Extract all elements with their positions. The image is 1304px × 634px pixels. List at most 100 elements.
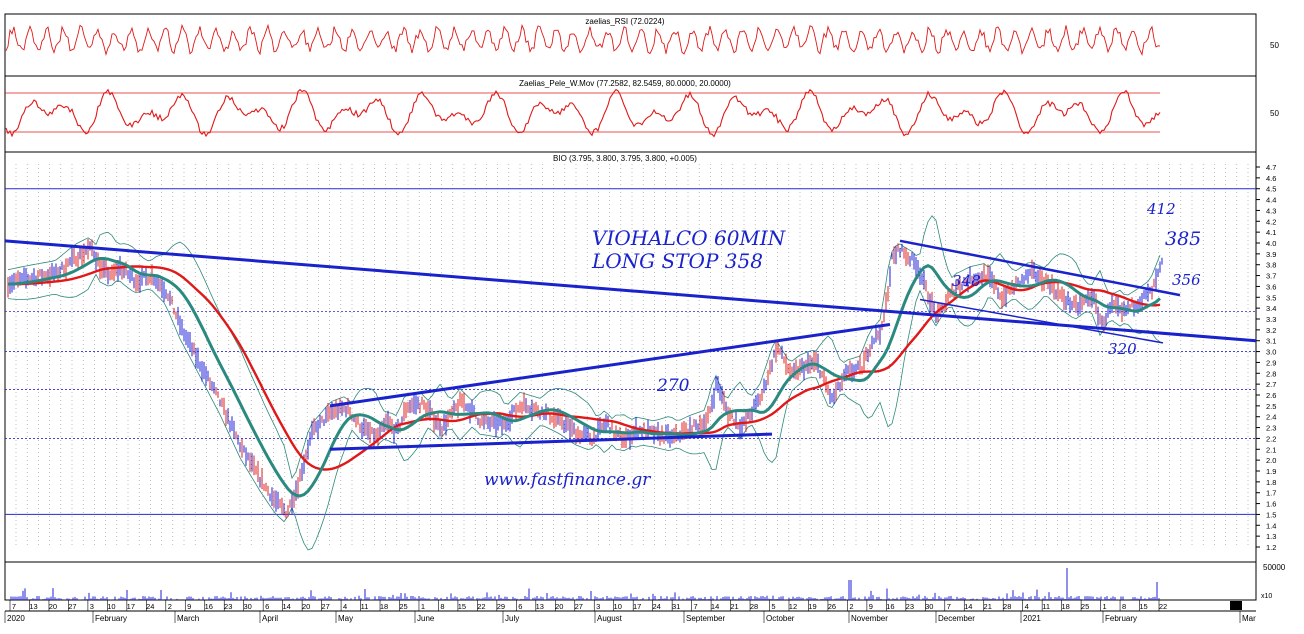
x-day-label: 20 (49, 602, 57, 611)
annotation-320: 320 (1108, 340, 1137, 358)
x-day-label: 13 (29, 602, 37, 611)
y-tick-label: 3.6 (1266, 282, 1276, 291)
x-day-label: 3 (596, 602, 600, 611)
x-day-label: 29 (497, 602, 505, 611)
x-day-label: 2 (849, 602, 853, 611)
y-tick-label: 3.8 (1266, 261, 1276, 270)
x-day-label: 14 (282, 602, 290, 611)
y-tick-label: 4.5 (1266, 185, 1276, 194)
oscillators (5, 23, 1161, 138)
fast-moving-average (7, 257, 1161, 498)
y-tick-label: 1.9 (1266, 467, 1276, 476)
x-day-label: 28 (1003, 602, 1011, 611)
x-day-label: 2 (168, 602, 172, 611)
trendline (329, 432, 773, 451)
x-day-label: 17 (633, 602, 641, 611)
x-day-label: 3 (90, 602, 94, 611)
x-day-label: 4 (343, 602, 347, 611)
x-day-label: 8 (440, 602, 444, 611)
pele-line (5, 88, 1161, 138)
x-day-label: 10 (107, 602, 115, 611)
x-day-label: 22 (1159, 602, 1167, 611)
x-day-label: 14 (964, 602, 972, 611)
x-day-label: 7 (947, 602, 951, 611)
y-tick-label: 1.8 (1266, 478, 1276, 487)
pele-title: Zaelias_Pele_W.Mov (77.2582, 82.5459, 80… (519, 79, 731, 88)
x-day-label: 20 (555, 602, 563, 611)
y-axis-ticks: 4.7 4.6 4.5 4.44.3 4.2 4.1 4.0 3.9 3.8 3.73.6 3.5 3… (1256, 163, 1276, 552)
x-month-label: December (938, 614, 975, 623)
rsi-tick-label: 50 (1270, 41, 1279, 50)
trendline (899, 239, 1181, 297)
x-day-label: 24 (652, 602, 660, 611)
x-day-label: 9 (187, 602, 191, 611)
slow-moving-average (7, 265, 1161, 471)
volume-tick-label: 50000 (1263, 563, 1286, 572)
y-tick-label: 3.9 (1266, 250, 1276, 259)
x-day-label: 1 (421, 602, 425, 611)
x-day-label: 23 (906, 602, 914, 611)
y-tick-label: 2.6 (1266, 391, 1276, 400)
x-day-label: 18 (1061, 602, 1069, 611)
annotation-356: 356 (1172, 271, 1201, 289)
x-day-label: 30 (925, 602, 933, 611)
x-day-label: 13 (536, 602, 544, 611)
x-day-label: 1 (1102, 602, 1106, 611)
x-day-label: 31 (672, 602, 680, 611)
x-day-label: 28 (750, 602, 758, 611)
y-tick-label: 1.4 (1266, 521, 1276, 530)
x-day-label: 19 (808, 602, 816, 611)
moving-averages (7, 257, 1161, 498)
rsi-line (5, 23, 1161, 56)
x-day-label: 27 (68, 602, 76, 611)
upper-band (7, 215, 1161, 480)
x-month-label: 2020 (7, 614, 25, 623)
annotation-270: 270 (656, 376, 690, 396)
x-month-label: October (766, 614, 795, 623)
x-day-label: 21 (984, 602, 992, 611)
y-tick-label: 4.0 (1266, 239, 1276, 248)
y-tick-label: 3.7 (1266, 272, 1276, 281)
y-tick-label: 1.5 (1266, 510, 1276, 519)
x-day-label: 25 (1081, 602, 1089, 611)
y-tick-label: 2.3 (1266, 424, 1276, 433)
y-tick-label: 3.4 (1266, 304, 1276, 313)
x-month-label: July (505, 614, 519, 623)
scroll-marker (1230, 601, 1242, 610)
annotation-385: 385 (1165, 228, 1201, 250)
y-tick-label: 3.2 (1266, 326, 1276, 335)
x-day-label: 6 (518, 602, 522, 611)
x-month-label: April (262, 614, 278, 623)
rsi-title: zaelias_RSI (72.0224) (585, 17, 664, 26)
y-tick-label: 4.2 (1266, 217, 1276, 226)
x-day-label: 16 (205, 602, 213, 611)
volume-multiplier: x10 (1261, 593, 1272, 600)
x-day-label: 17 (127, 602, 135, 611)
y-tick-label: 4.3 (1266, 206, 1276, 215)
x-day-label: 15 (458, 602, 466, 611)
y-tick-label: 2.0 (1266, 456, 1276, 465)
annotation-website: www.fastfinance.gr (484, 470, 651, 490)
x-month-label: May (338, 614, 353, 623)
annotation-412: 412 (1146, 200, 1176, 218)
x-day-label: 4 (1025, 602, 1029, 611)
y-tick-label: 3.1 (1266, 337, 1276, 346)
y-tick-label: 1.7 (1266, 489, 1276, 498)
y-tick-label: 3.5 (1266, 293, 1276, 302)
y-tick-label: 2.2 (1266, 434, 1276, 443)
y-tick-label: 2.5 (1266, 402, 1276, 411)
y-tick-label: 4.4 (1266, 196, 1276, 205)
x-axis: 7 13 20 27 3 10 17 24 2 9 16 23 30 6 14 20 27 4 11 18 25 1 8 15… (4, 600, 1256, 623)
x-day-label: 18 (380, 602, 388, 611)
bollinger-bands (7, 215, 1161, 551)
x-month-label: 2021 (1023, 614, 1041, 623)
x-day-label: 22 (477, 602, 485, 611)
x-month-label: November (851, 614, 888, 623)
x-day-label: 24 (146, 602, 154, 611)
x-day-label: 6 (265, 602, 269, 611)
x-month-label: Mar (1242, 614, 1256, 623)
grid-lines (15, 164, 1249, 548)
x-month-label: August (597, 614, 623, 623)
y-tick-label: 3.0 (1266, 348, 1276, 357)
